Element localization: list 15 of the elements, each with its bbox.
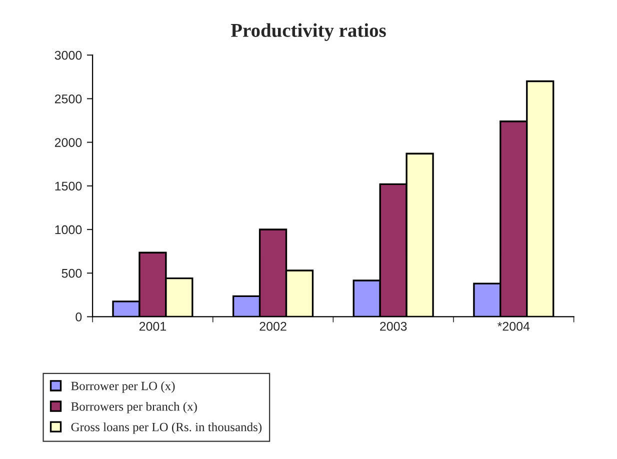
x-tick-label: 2003 xyxy=(380,322,407,331)
y-tick-label: 3000 xyxy=(54,50,82,60)
y-tick-label: 500 xyxy=(62,268,82,278)
legend-label: Borrowers per branch (x) xyxy=(71,402,197,414)
y-tick-label: 2000 xyxy=(54,138,82,147)
x-tick-label: *2004 xyxy=(498,322,530,331)
y-tick-label: 2500 xyxy=(54,94,82,104)
legend-label: Borrower per LO (x) xyxy=(71,381,175,393)
chart-title: Productivity ratios xyxy=(230,23,386,41)
y-tick-label: 0 xyxy=(76,312,82,322)
x-tick-label: 2001 xyxy=(139,322,166,331)
y-tick-label: 1500 xyxy=(55,182,82,191)
y-tick-label: 1000 xyxy=(55,225,82,234)
x-tick-label: 2002 xyxy=(260,322,286,331)
legend-label: Gross loans per LO (Rs. in thousands) xyxy=(71,422,262,434)
